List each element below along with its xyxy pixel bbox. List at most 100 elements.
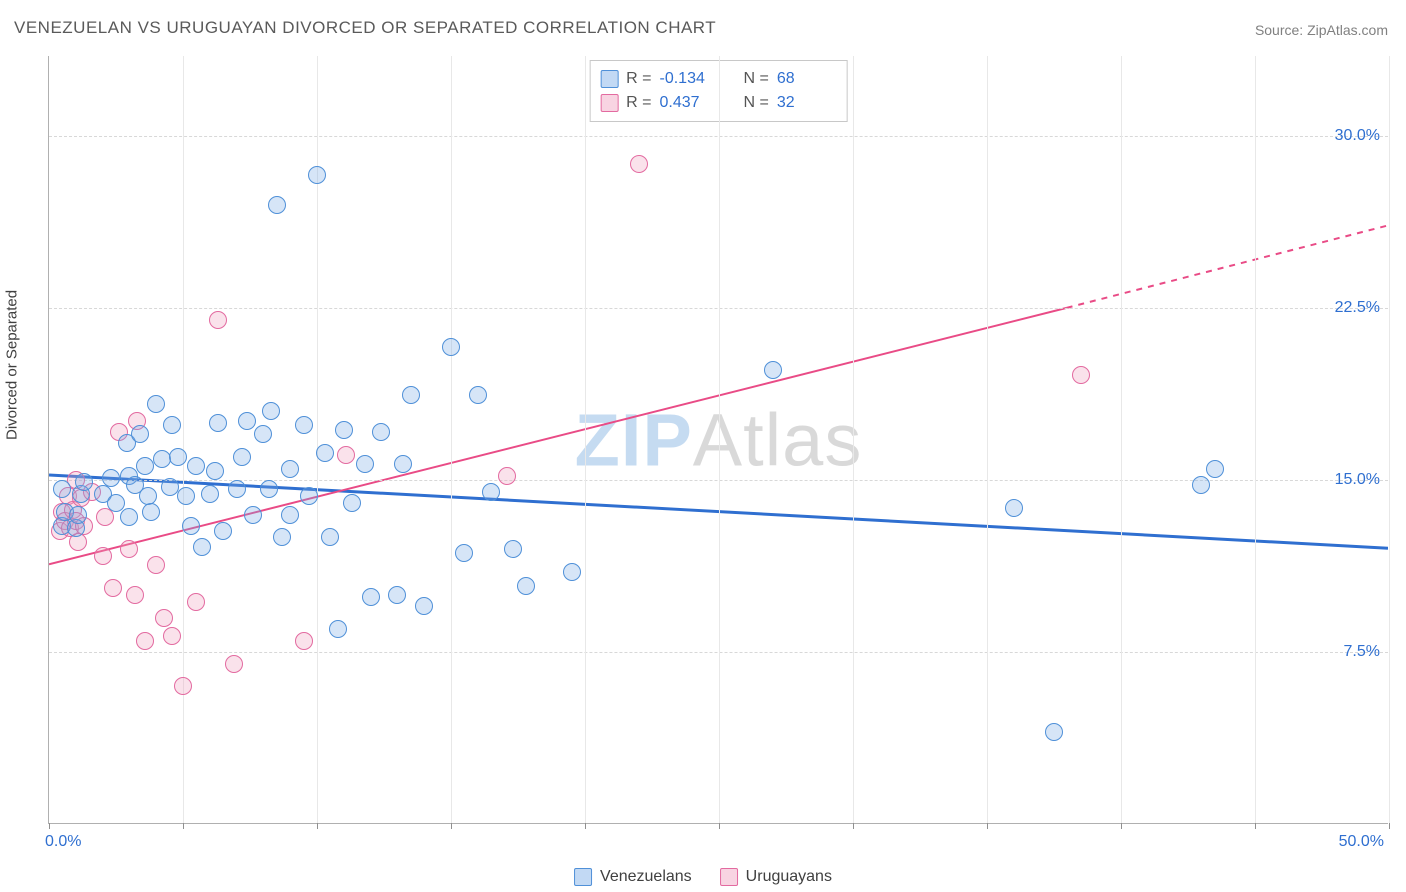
- scatter-point-venezuelans: [147, 395, 165, 413]
- scatter-point-venezuelans: [402, 386, 420, 404]
- scatter-point-venezuelans: [268, 196, 286, 214]
- scatter-point-venezuelans: [244, 506, 262, 524]
- scatter-point-venezuelans: [193, 538, 211, 556]
- x-tick: [183, 823, 184, 829]
- legend-label: Uruguayans: [746, 868, 832, 886]
- scatter-point-venezuelans: [372, 423, 390, 441]
- gridline-v: [1121, 56, 1122, 823]
- stat-n-value: 68: [777, 67, 833, 91]
- scatter-point-venezuelans: [228, 480, 246, 498]
- scatter-point-venezuelans: [329, 620, 347, 638]
- scatter-point-venezuelans: [1192, 476, 1210, 494]
- scatter-point-venezuelans: [321, 528, 339, 546]
- scatter-point-venezuelans: [102, 469, 120, 487]
- legend-label: Venezuelans: [600, 868, 692, 886]
- x-tick: [853, 823, 854, 829]
- scatter-point-venezuelans: [362, 588, 380, 606]
- x-tick: [987, 823, 988, 829]
- scatter-point-venezuelans: [335, 421, 353, 439]
- x-tick: [1121, 823, 1122, 829]
- scatter-point-venezuelans: [131, 425, 149, 443]
- scatter-point-venezuelans: [316, 444, 334, 462]
- scatter-point-uruguayans: [163, 627, 181, 645]
- stat-r-label: R =: [626, 91, 651, 115]
- scatter-point-venezuelans: [182, 517, 200, 535]
- swatch-pink-icon: [720, 868, 738, 886]
- scatter-point-venezuelans: [442, 338, 460, 356]
- regression-line-pink-extrapolated: [1067, 225, 1388, 307]
- scatter-point-venezuelans: [120, 508, 138, 526]
- x-tick: [719, 823, 720, 829]
- stat-row-pink: R = 0.437 N = 32: [600, 91, 833, 115]
- scatter-point-venezuelans: [563, 563, 581, 581]
- scatter-point-venezuelans: [455, 544, 473, 562]
- scatter-point-venezuelans: [187, 457, 205, 475]
- scatter-point-venezuelans: [260, 480, 278, 498]
- stat-r-value: -0.134: [660, 67, 716, 91]
- x-tick: [49, 823, 50, 829]
- stat-r-value: 0.437: [660, 91, 716, 115]
- gridline-v: [183, 56, 184, 823]
- scatter-point-uruguayans: [187, 593, 205, 611]
- scatter-point-venezuelans: [1206, 460, 1224, 478]
- x-axis-max-label: 50.0%: [1339, 833, 1384, 851]
- scatter-point-venezuelans: [201, 485, 219, 503]
- scatter-point-uruguayans: [630, 155, 648, 173]
- watermark-part1: ZIP: [575, 398, 693, 481]
- scatter-point-venezuelans: [209, 414, 227, 432]
- scatter-point-venezuelans: [517, 577, 535, 595]
- gridline-v: [1389, 56, 1390, 823]
- x-axis-min-label: 0.0%: [45, 833, 81, 851]
- scatter-point-venezuelans: [238, 412, 256, 430]
- scatter-point-venezuelans: [415, 597, 433, 615]
- scatter-point-venezuelans: [254, 425, 272, 443]
- scatter-point-uruguayans: [209, 311, 227, 329]
- scatter-point-venezuelans: [281, 460, 299, 478]
- scatter-point-uruguayans: [498, 467, 516, 485]
- stat-n-label: N =: [744, 67, 769, 91]
- gridline-v: [853, 56, 854, 823]
- legend-item-venezuelans: Venezuelans: [574, 868, 692, 886]
- scatter-point-venezuelans: [262, 402, 280, 420]
- gridline-v: [719, 56, 720, 823]
- x-tick: [585, 823, 586, 829]
- scatter-point-uruguayans: [337, 446, 355, 464]
- scatter-point-venezuelans: [300, 487, 318, 505]
- gridline-v: [585, 56, 586, 823]
- x-tick: [1255, 823, 1256, 829]
- scatter-point-venezuelans: [53, 480, 71, 498]
- y-tick-label: 30.0%: [1335, 127, 1380, 145]
- scatter-point-venezuelans: [69, 506, 87, 524]
- series-legend: Venezuelans Uruguayans: [574, 868, 832, 886]
- gridline-v: [1255, 56, 1256, 823]
- scatter-point-venezuelans: [308, 166, 326, 184]
- scatter-point-uruguayans: [147, 556, 165, 574]
- plot-area: ZIPAtlas R = -0.134 N = 68 R = 0.437 N =…: [48, 56, 1388, 824]
- scatter-point-venezuelans: [163, 416, 181, 434]
- scatter-point-venezuelans: [295, 416, 313, 434]
- x-tick: [1389, 823, 1390, 829]
- regression-line-pink: [49, 308, 1067, 564]
- scatter-point-venezuelans: [142, 503, 160, 521]
- x-tick: [317, 823, 318, 829]
- scatter-point-venezuelans: [75, 473, 93, 491]
- scatter-point-venezuelans: [764, 361, 782, 379]
- scatter-point-uruguayans: [174, 677, 192, 695]
- chart-container: VENEZUELAN VS URUGUAYAN DIVORCED OR SEPA…: [0, 0, 1406, 892]
- scatter-point-uruguayans: [136, 632, 154, 650]
- gridline-v: [451, 56, 452, 823]
- stat-n-value: 32: [777, 91, 833, 115]
- scatter-point-venezuelans: [469, 386, 487, 404]
- swatch-blue-icon: [574, 868, 592, 886]
- stat-n-label: N =: [744, 91, 769, 115]
- stat-row-blue: R = -0.134 N = 68: [600, 67, 833, 91]
- scatter-point-venezuelans: [214, 522, 232, 540]
- y-axis-title: Divorced or Separated: [4, 290, 21, 440]
- legend-item-uruguayans: Uruguayans: [720, 868, 832, 886]
- scatter-point-venezuelans: [281, 506, 299, 524]
- scatter-point-venezuelans: [504, 540, 522, 558]
- scatter-point-venezuelans: [1045, 723, 1063, 741]
- x-tick: [451, 823, 452, 829]
- scatter-point-venezuelans: [394, 455, 412, 473]
- swatch-pink-icon: [600, 94, 618, 112]
